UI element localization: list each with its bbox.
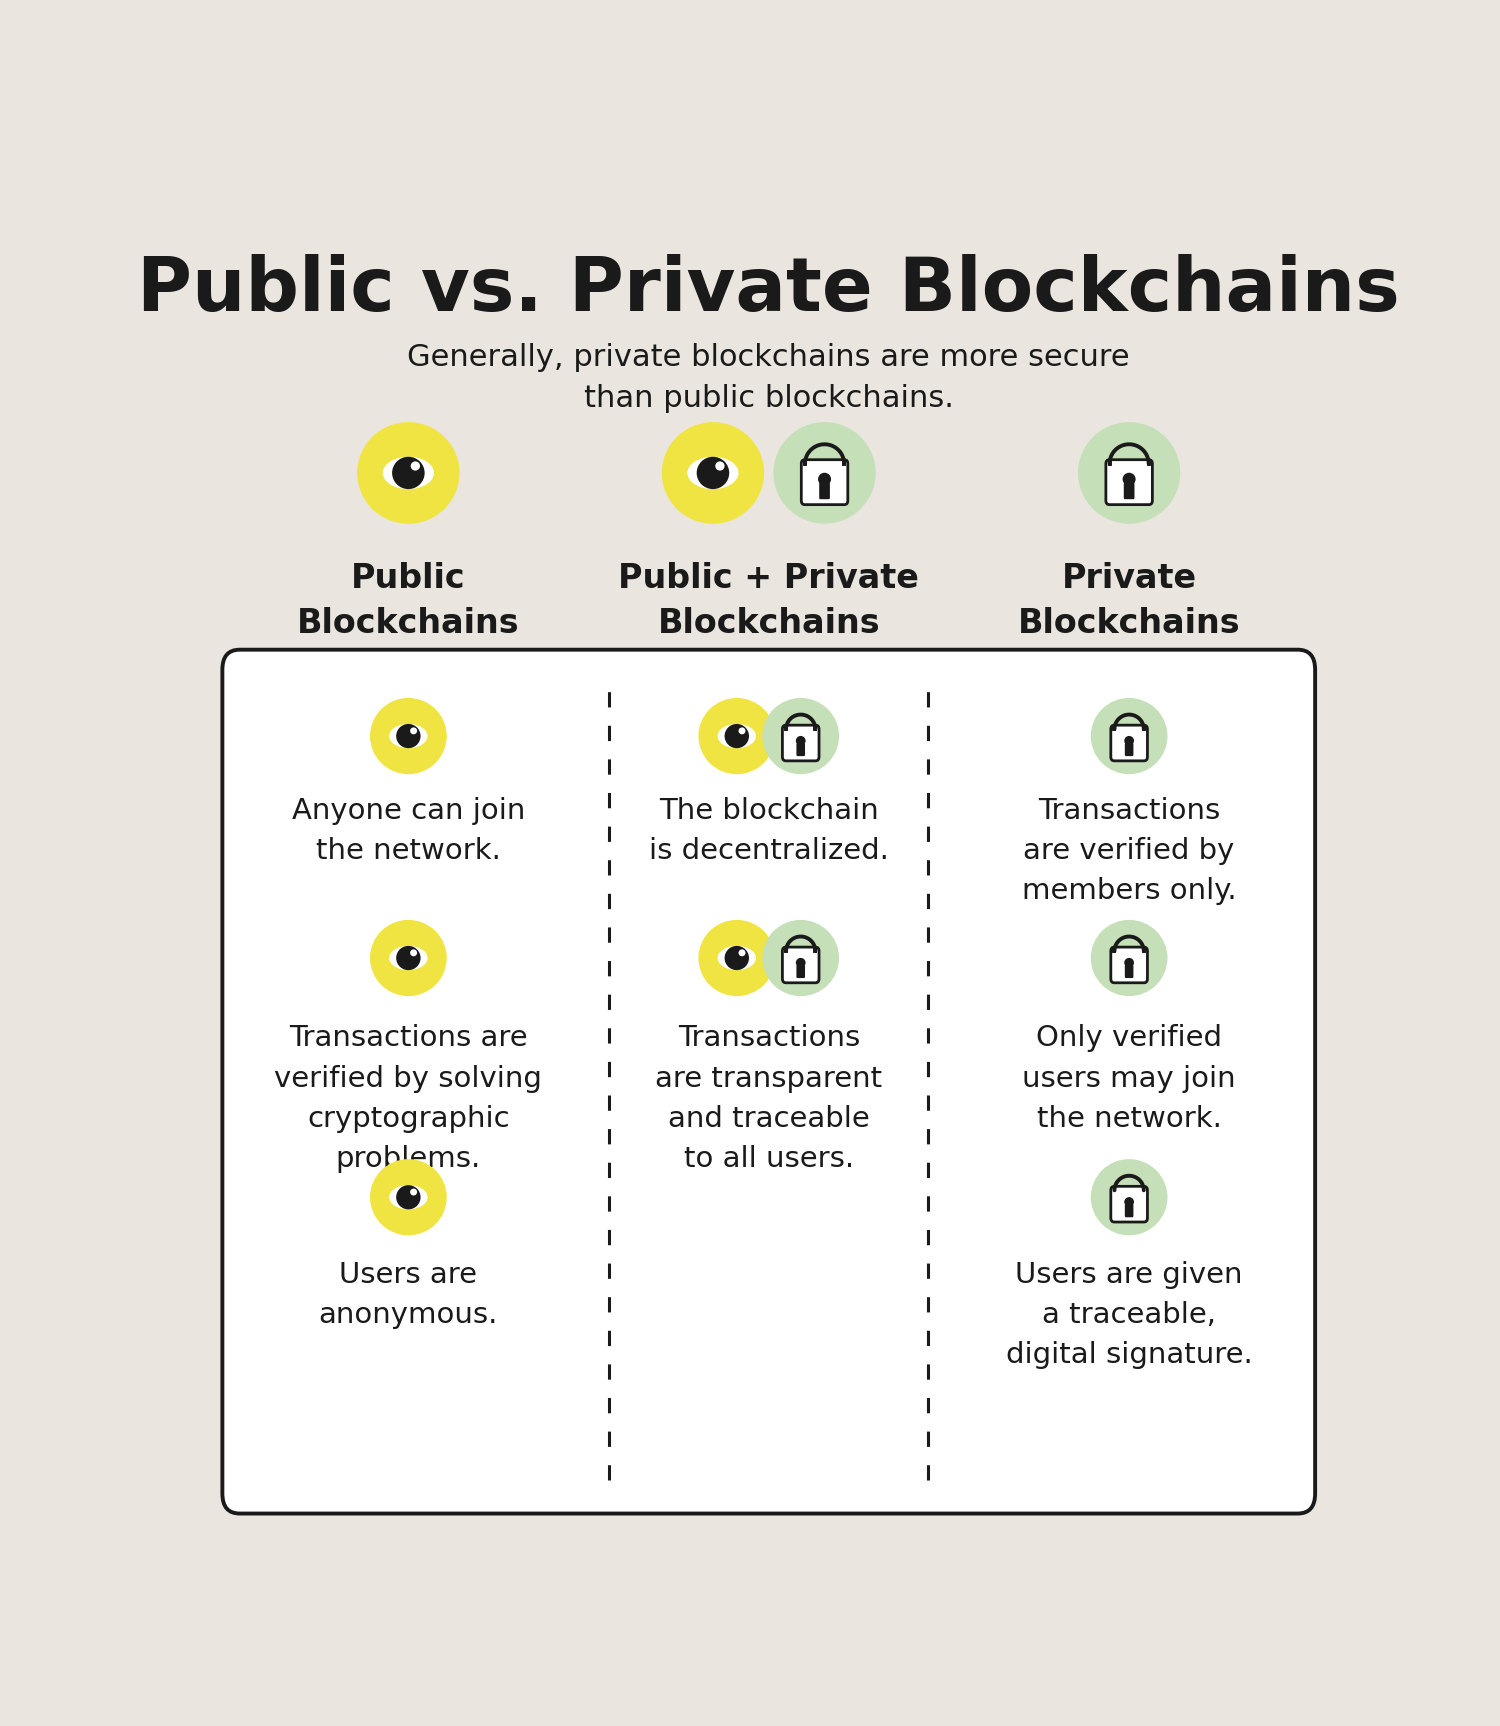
Ellipse shape [410,1189,417,1196]
FancyBboxPatch shape [819,483,830,499]
Ellipse shape [724,946,748,970]
FancyBboxPatch shape [1125,744,1134,756]
Ellipse shape [716,461,724,471]
Ellipse shape [662,423,764,523]
Ellipse shape [818,473,831,485]
Ellipse shape [370,920,447,996]
Ellipse shape [1124,1198,1134,1206]
FancyBboxPatch shape [796,744,806,756]
Text: Transactions
are verified by
members only.: Transactions are verified by members onl… [1022,797,1236,906]
Ellipse shape [738,727,746,734]
Text: Transactions are
verified by solving
cryptographic
problems.: Transactions are verified by solving cry… [274,1025,543,1172]
FancyBboxPatch shape [796,965,806,979]
Ellipse shape [396,946,420,970]
Text: Public vs. Private Blockchains: Public vs. Private Blockchains [138,254,1400,326]
Ellipse shape [687,457,738,488]
Ellipse shape [382,457,433,488]
FancyBboxPatch shape [222,649,1316,1514]
Ellipse shape [717,946,756,970]
Ellipse shape [357,423,459,523]
Text: Public + Private
Blockchains: Public + Private Blockchains [618,563,920,640]
Ellipse shape [796,958,806,968]
Ellipse shape [717,723,756,747]
Ellipse shape [724,723,748,747]
Ellipse shape [388,1186,427,1210]
Ellipse shape [392,457,424,488]
Ellipse shape [796,735,806,746]
Ellipse shape [1090,697,1167,775]
Text: The blockchain
is decentralized.: The blockchain is decentralized. [650,797,888,865]
Ellipse shape [762,920,839,996]
Text: Generally, private blockchains are more secure
than public blockchains.: Generally, private blockchains are more … [408,343,1130,413]
FancyBboxPatch shape [1125,1205,1134,1217]
Text: Private
Blockchains: Private Blockchains [1019,563,1240,640]
FancyBboxPatch shape [1112,1186,1148,1222]
Ellipse shape [388,723,427,747]
FancyBboxPatch shape [783,725,819,761]
Ellipse shape [738,949,746,956]
Text: Public
Blockchains: Public Blockchains [297,563,519,640]
FancyBboxPatch shape [1124,483,1134,499]
Ellipse shape [1124,735,1134,746]
Ellipse shape [774,423,876,523]
Ellipse shape [1078,423,1180,523]
FancyBboxPatch shape [801,459,847,504]
Ellipse shape [410,949,417,956]
FancyBboxPatch shape [783,948,819,982]
Ellipse shape [696,457,729,488]
Ellipse shape [388,946,427,970]
Ellipse shape [411,461,420,471]
FancyBboxPatch shape [1112,725,1148,761]
Text: Anyone can join
the network.: Anyone can join the network. [291,797,525,865]
Text: Users are
anonymous.: Users are anonymous. [318,1262,498,1329]
Ellipse shape [762,697,839,775]
Ellipse shape [699,697,776,775]
Text: Only verified
users may join
the network.: Only verified users may join the network… [1023,1025,1236,1132]
Ellipse shape [1124,958,1134,968]
Ellipse shape [410,727,417,734]
Ellipse shape [1090,1160,1167,1236]
Ellipse shape [370,697,447,775]
Text: Users are given
a traceable,
digital signature.: Users are given a traceable, digital sig… [1005,1262,1252,1369]
Ellipse shape [699,920,776,996]
FancyBboxPatch shape [1106,459,1152,504]
Ellipse shape [1090,920,1167,996]
FancyBboxPatch shape [1112,948,1148,982]
Ellipse shape [396,1186,420,1210]
Ellipse shape [1122,473,1136,485]
Ellipse shape [396,723,420,747]
FancyBboxPatch shape [1125,965,1134,979]
Text: Transactions
are transparent
and traceable
to all users.: Transactions are transparent and traceab… [656,1025,882,1172]
Ellipse shape [370,1160,447,1236]
